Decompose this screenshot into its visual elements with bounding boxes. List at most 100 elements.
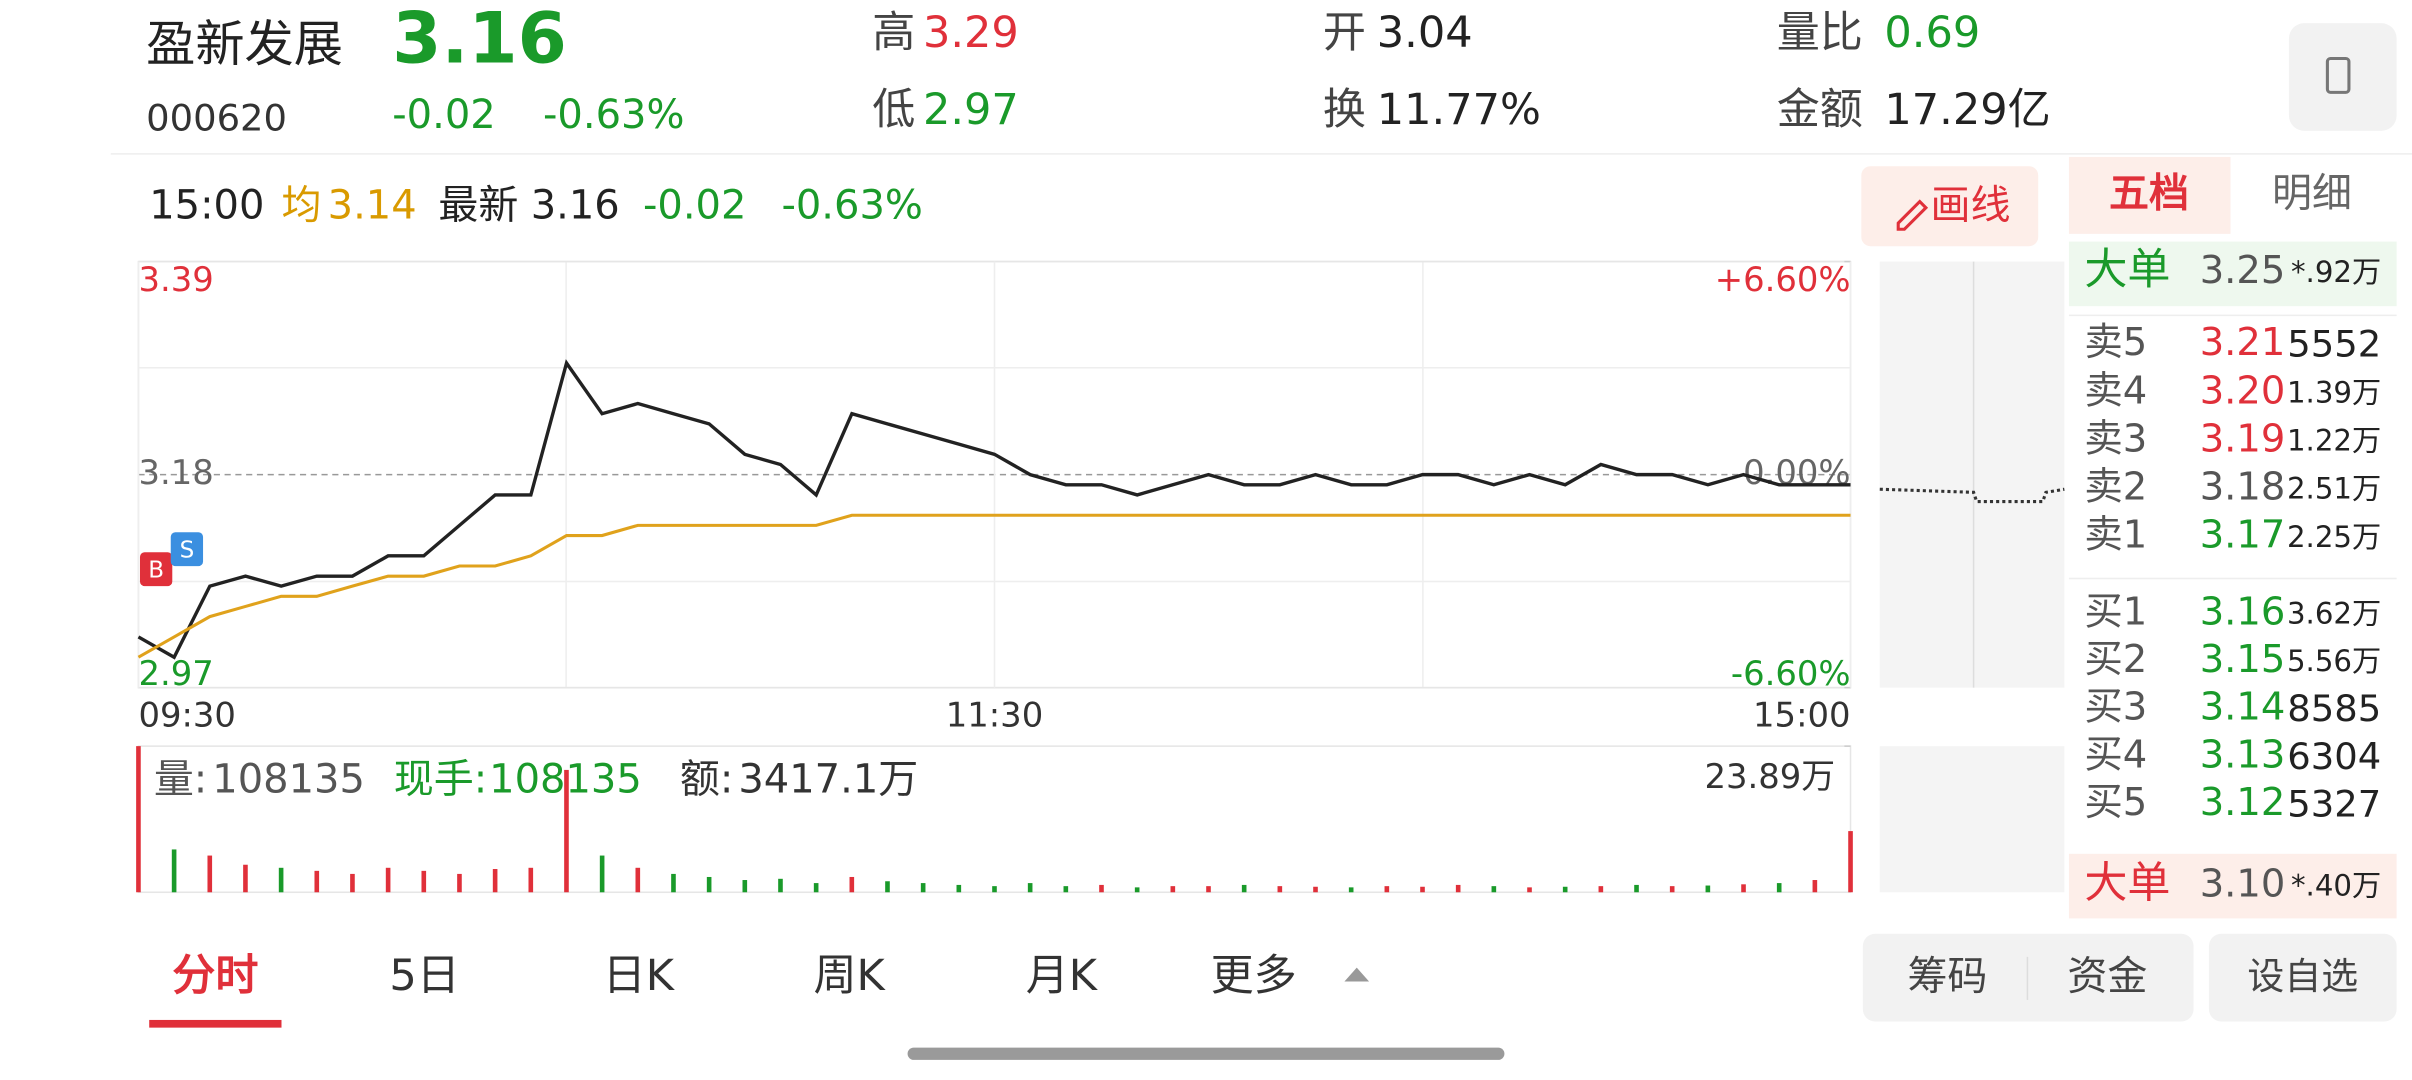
series-line: [137, 513, 1851, 659]
book-price: 3.10: [2200, 862, 2286, 907]
series-line: [137, 359, 1851, 660]
book-volume: 5552: [2287, 323, 2381, 366]
y2-tick-label: -6.60%: [1731, 654, 1851, 693]
tab-underline: [149, 1019, 282, 1028]
book-label: 买2: [2084, 637, 2147, 682]
device-button[interactable]: [2288, 23, 2397, 131]
book-price: 3.19: [2200, 416, 2286, 461]
volume-bar: [706, 876, 712, 893]
tab: 明细: [2272, 170, 2352, 216]
volume-bar: [778, 878, 783, 893]
book-price: 3.15: [2200, 637, 2286, 682]
volume-bar: [1812, 880, 1818, 893]
volume-bar: [1741, 884, 1746, 893]
y2-tick-label: +6.60%: [1715, 260, 1851, 299]
tab[interactable]: 分时: [172, 951, 258, 1001]
book-volume: 1.39万: [2287, 375, 2381, 409]
book-price: 3.13: [2200, 732, 2286, 777]
volume-legend-label: 量:: [154, 757, 207, 803]
volume-bar: [1134, 887, 1140, 893]
tab-active[interactable]: [2068, 156, 2231, 234]
tab[interactable]: 日K: [603, 951, 676, 1001]
book-volume: 1.22万: [2287, 423, 2381, 457]
button[interactable]: 资金: [2067, 953, 2147, 999]
volume-bar: [1705, 885, 1711, 893]
volume-bar: [136, 746, 141, 893]
book-price: 3.16: [2200, 589, 2286, 634]
volume-bar: [1491, 886, 1497, 893]
book-price: 3.21: [2200, 320, 2286, 365]
book-price: 3.12: [2200, 780, 2286, 825]
tab: 五档: [2109, 170, 2189, 216]
volume-bar: [1420, 886, 1425, 893]
y-tick-label: 3.39: [138, 260, 213, 299]
volume-bar: [1027, 883, 1033, 893]
volume-bar: [742, 880, 748, 893]
book-label: 卖3: [2084, 416, 2147, 461]
value: 11.77%: [1377, 85, 1541, 135]
volume-bar: [243, 864, 248, 893]
volume-bar: [1848, 831, 1853, 893]
code: 000620: [146, 97, 287, 140]
book-label: 卖2: [2084, 465, 2147, 510]
book-label: 买1: [2084, 589, 2147, 634]
book-label: 大单: [2084, 245, 2170, 295]
volume-bar: [1241, 884, 1247, 893]
trade-marker: [139, 552, 173, 587]
book-price: 3.20: [2200, 368, 2286, 413]
volume-bar: [350, 873, 355, 893]
trade-marker-label: S: [180, 537, 195, 563]
volume-bar: [207, 855, 213, 893]
book-label: 买3: [2084, 685, 2147, 730]
value: 2.97: [923, 85, 1019, 135]
book-price: 3.18: [2200, 465, 2286, 510]
value: 0.69: [1884, 8, 1980, 58]
value: 17.29亿: [1884, 85, 2050, 135]
volume-bar: [635, 867, 641, 893]
book-price: 3.14: [2200, 685, 2286, 730]
volume-bar: [599, 855, 605, 893]
x-tick-label: 11:30: [946, 695, 1043, 734]
stock-name: 盈新发展: [146, 15, 343, 73]
book-label: 卖4: [2084, 368, 2147, 413]
label: 金额: [1777, 85, 1863, 135]
label: 开: [1323, 8, 1366, 58]
volume-bar: [421, 870, 427, 893]
label: 换: [1323, 85, 1366, 135]
volume-bar: [492, 869, 498, 893]
volume-bar: [385, 867, 391, 893]
volume-legend-label: 额:: [680, 757, 733, 803]
device-icon: [2325, 56, 2351, 94]
button[interactable]: 筹码: [1907, 953, 1987, 999]
volume-bar: [1598, 886, 1604, 893]
volume-bar: [564, 769, 569, 893]
volume-bar: [992, 886, 997, 893]
trade-marker: [170, 532, 204, 567]
volume-bar: [1776, 883, 1782, 893]
tab[interactable]: 周K: [813, 951, 886, 1001]
big-order-bg: [2068, 853, 2397, 919]
big-order-bg: [2068, 241, 2397, 307]
button[interactable]: 设自选: [2247, 955, 2358, 998]
auction-panel: [1879, 261, 2065, 688]
change: -0.02: [392, 92, 495, 138]
volume-bar: [849, 876, 855, 893]
volume-bar: [671, 873, 676, 893]
caret: [1344, 967, 1370, 982]
volume-bar: [171, 849, 177, 893]
label: 低: [872, 85, 915, 135]
label: 高: [872, 8, 915, 58]
tab[interactable]: 更多: [1211, 951, 1297, 1001]
draw-label: 画线: [1931, 183, 2011, 229]
label: 最新: [438, 183, 518, 229]
book-volume: 2.25万: [2287, 520, 2381, 554]
tab[interactable]: 月K: [1026, 951, 1099, 1001]
volume-bar: [1562, 886, 1568, 893]
book-volume: 5.56万: [2287, 644, 2381, 678]
book-label: 卖5: [2084, 320, 2147, 365]
volume-legend-value: 108135: [489, 757, 642, 803]
volume-legend-value: 108135: [212, 757, 365, 803]
tab[interactable]: 5日: [389, 951, 459, 1001]
book-volume: 2.51万: [2287, 472, 2381, 506]
